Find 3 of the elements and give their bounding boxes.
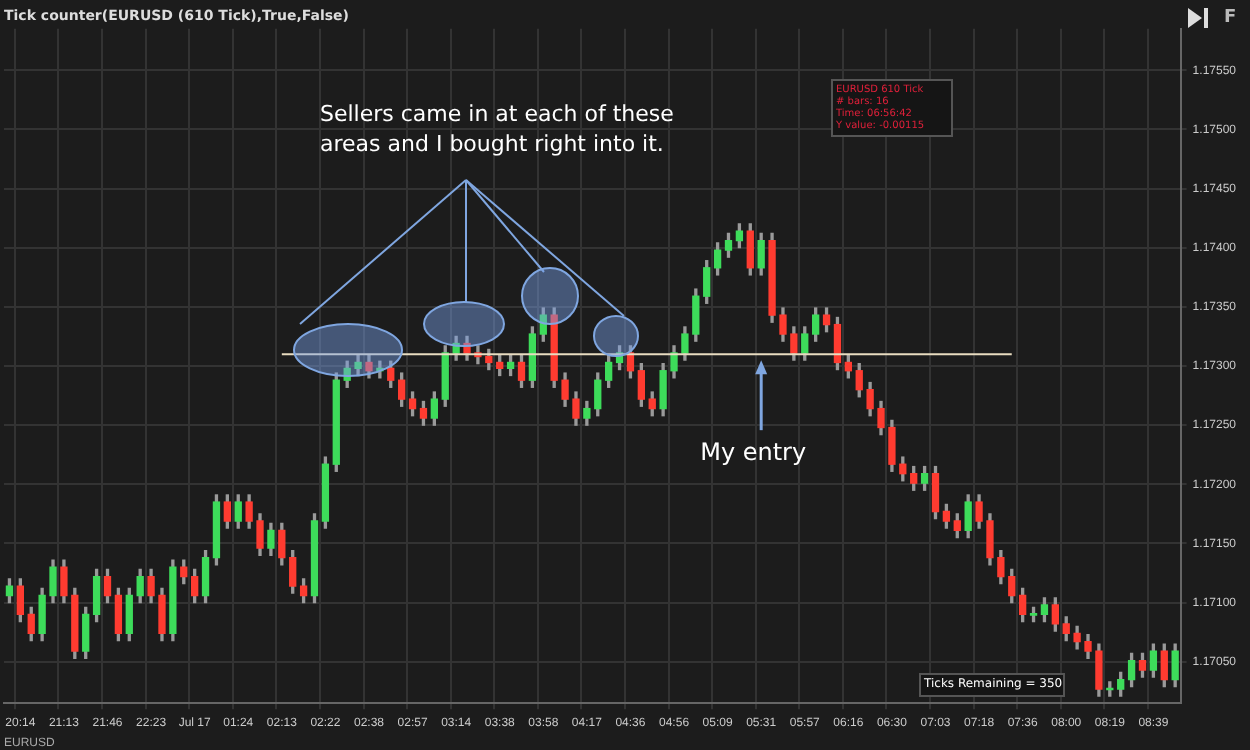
annotation: Sellers came in at each of these areas and I bought right into it. (320, 100, 675, 157)
annotation: My entry (700, 438, 807, 467)
text: F (1224, 7, 1237, 28)
